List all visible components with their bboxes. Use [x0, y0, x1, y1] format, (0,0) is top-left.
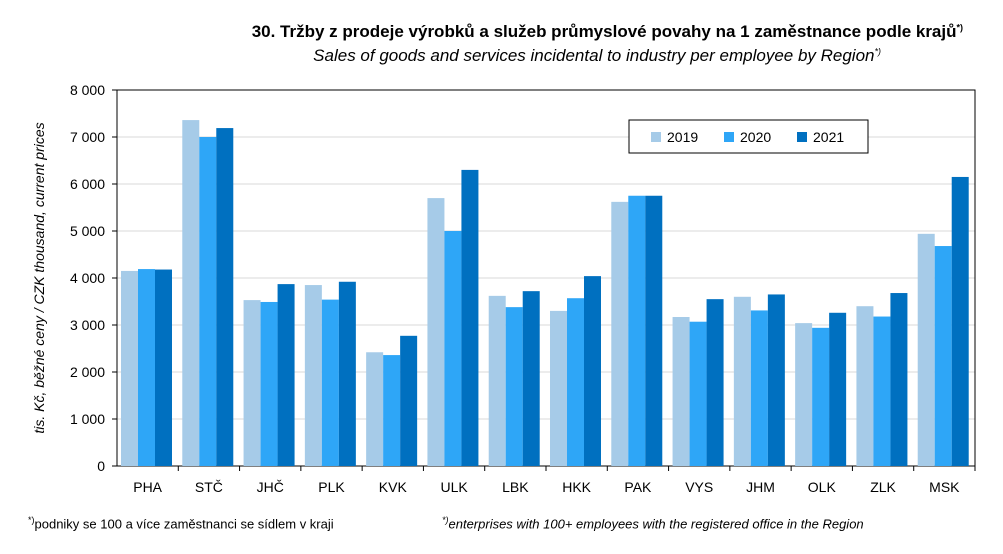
legend-label-2020: 2020	[740, 129, 771, 145]
bar-2021-OLK	[829, 312, 847, 466]
bar-2021-KVK	[400, 335, 418, 466]
y-tick-label: 2 000	[70, 364, 105, 380]
bar-2020-LBK	[505, 307, 523, 466]
bar-2020-VYS	[689, 321, 707, 466]
bar-2019-ZLK	[856, 306, 874, 466]
y-tick-label: 1 000	[70, 411, 105, 427]
x-tick-label: HKK	[562, 479, 591, 495]
bar-2021-PLK	[338, 281, 356, 466]
bar-2020-JHČ	[260, 301, 278, 466]
bar-2019-PHA	[121, 270, 138, 466]
bar-2021-ZLK	[890, 293, 908, 466]
footnote-cz: *)podniky se 100 a více zaměstnanci se s…	[28, 515, 334, 532]
bar-2021-STČ	[216, 128, 234, 466]
bar-2021-JHM	[767, 294, 785, 466]
bar-2021-PHA	[155, 269, 172, 466]
y-axis-label: tis. Kč, běžné ceny / CZK thousand, curr…	[31, 122, 47, 433]
x-tick-label: JHM	[746, 479, 775, 495]
y-tick-label: 4 000	[70, 270, 105, 286]
x-tick-label: LBK	[502, 479, 529, 495]
bar-2021-LBK	[522, 291, 540, 466]
bar-2019-JHM	[733, 296, 751, 466]
bar-2019-VYS	[672, 317, 690, 466]
bar-2020-PAK	[628, 195, 646, 466]
bar-2019-MSK	[917, 233, 935, 466]
bar-2019-PLK	[304, 285, 322, 466]
bar-2020-KVK	[383, 355, 401, 466]
bar-2021-JHČ	[277, 284, 295, 466]
legend-label-2019: 2019	[667, 129, 698, 145]
legend-label-2021: 2021	[813, 129, 844, 145]
x-tick-label: JHČ	[257, 479, 284, 495]
bar-2020-PHA	[138, 269, 155, 466]
x-tick-label: ZLK	[870, 479, 896, 495]
bar-2020-OLK	[812, 327, 830, 466]
bar-2021-MSK	[951, 176, 969, 466]
bar-2019-STČ	[182, 120, 200, 466]
chart-title: 30. Tržby z prodeje výrobků a služeb prů…	[251, 22, 963, 41]
bar-2020-PLK	[321, 299, 339, 466]
x-tick-label: VYS	[685, 479, 713, 495]
x-tick-label: PLK	[318, 479, 345, 495]
bar-2019-LBK	[488, 295, 506, 466]
x-tick-label: OLK	[808, 479, 837, 495]
legend-swatch-2020	[724, 132, 734, 142]
y-tick-label: 5 000	[70, 223, 105, 239]
x-tick-label: KVK	[379, 479, 408, 495]
x-tick-label: PAK	[624, 479, 652, 495]
bar-2020-MSK	[934, 246, 952, 466]
x-tick-label: MSK	[929, 479, 960, 495]
bar-2020-STČ	[199, 137, 217, 466]
bar-2019-OLK	[795, 323, 813, 466]
legend-box	[628, 119, 869, 154]
bar-2019-JHČ	[243, 300, 261, 466]
footnote-en: *)enterprises with 100+ employees with t…	[442, 515, 864, 532]
bar-2019-HKK	[550, 310, 567, 466]
x-tick-label: ULK	[440, 479, 468, 495]
y-tick-label: 7 000	[70, 129, 105, 145]
bar-2019-KVK	[366, 352, 384, 466]
bar-2021-PAK	[645, 195, 663, 466]
y-tick-label: 8 000	[70, 82, 105, 98]
bar-2020-JHM	[750, 310, 768, 466]
bar-2019-ULK	[427, 198, 445, 466]
bar-2021-VYS	[706, 299, 724, 466]
y-tick-label: 6 000	[70, 176, 105, 192]
bar-2021-HKK	[584, 276, 601, 466]
y-tick-label: 0	[97, 458, 105, 474]
x-tick-label: PHA	[133, 479, 162, 495]
bar-2020-ZLK	[873, 316, 891, 466]
legend-swatch-2019	[651, 132, 661, 142]
bar-2019-PAK	[611, 201, 629, 467]
bar-2020-HKK	[567, 298, 584, 466]
bar-2021-ULK	[461, 169, 479, 466]
legend-swatch-2021	[797, 132, 807, 142]
chart-subtitle: Sales of goods and services incidental t…	[313, 46, 881, 65]
bar-2020-ULK	[444, 231, 462, 466]
y-tick-label: 3 000	[70, 317, 105, 333]
x-tick-label: STČ	[195, 479, 223, 495]
